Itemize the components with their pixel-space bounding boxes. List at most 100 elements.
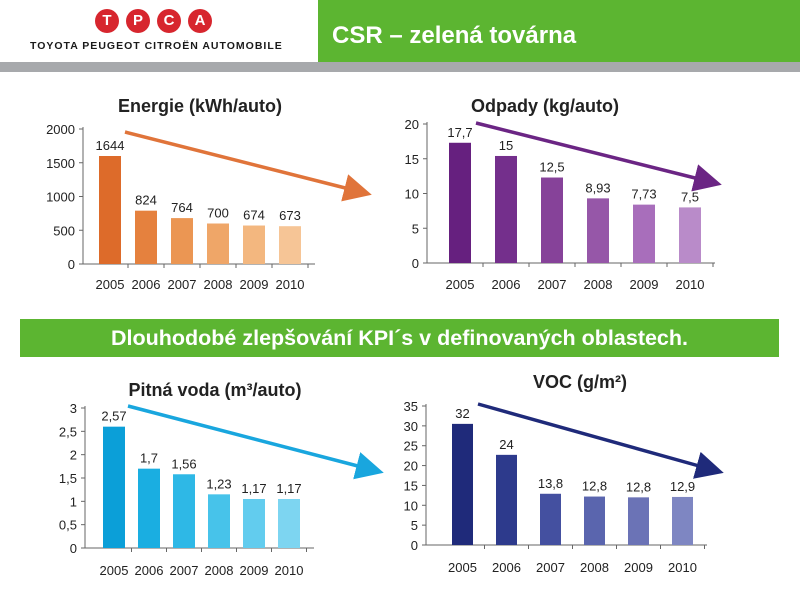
bar [540,493,561,545]
x-tick-label: 2005 [448,560,477,575]
bar [679,207,701,263]
x-tick-label: 2008 [205,563,234,578]
y-tick-label: 500 [53,223,75,238]
y-tick-label: 35 [404,399,418,414]
page-title: CSR – zelená továrna [318,0,800,62]
data-label: 1,23 [206,476,231,491]
y-tick-label: 3 [70,401,77,416]
logo-letter-c: C [157,9,181,33]
bar [173,474,195,548]
y-tick-label: 1500 [46,156,75,171]
y-tick-label: 2,5 [59,424,77,439]
bar [243,499,265,548]
x-tick-label: 2006 [492,277,521,292]
y-tick-label: 0 [68,257,75,272]
data-label: 1644 [96,138,125,153]
x-tick-label: 2005 [446,277,475,292]
x-tick-label: 2009 [630,277,659,292]
bar [138,468,160,548]
y-tick-label: 25 [404,439,418,454]
chart-title: Pitná voda (m³/auto) [128,380,301,400]
bar [135,210,157,264]
x-tick-label: 2009 [240,277,269,292]
chart-title: VOC (g/m²) [533,372,627,392]
y-tick-label: 0 [70,541,77,556]
data-label: 12,9 [670,479,695,494]
data-label: 1,17 [276,481,301,496]
logo-letter-a: A [188,9,212,33]
bar [541,177,563,263]
y-tick-label: 20 [405,117,419,132]
pitna-voda-chart: Pitná voda (m³/auto) 0 0,5 1 1,5 2 2,5 3 2,57 200… [59,380,384,578]
chart-title: Energie (kWh/auto) [118,96,282,116]
y-tick-label: 30 [404,419,418,434]
bar [278,499,300,548]
y-tick-label: 20 [404,459,418,474]
y-tick-label: 15 [405,152,419,167]
chart-title: Odpady (kg/auto) [471,96,619,116]
trend-arrow [127,404,384,480]
data-label: 13,8 [538,476,563,491]
data-label: 673 [279,208,301,223]
bar [208,494,230,548]
y-tick-label: 0 [411,538,418,553]
x-tick-label: 2007 [168,277,197,292]
bar [452,423,473,545]
header: T P C A TOYOTA PEUGEOT CITROËN AUTOMOBIL… [0,0,800,62]
y-tick-label: 2 [70,448,77,463]
x-tick-label: 2008 [204,277,233,292]
bar [584,496,605,545]
data-label: 764 [171,200,193,215]
x-tick-label: 2005 [100,563,129,578]
y-tick-label: 15 [404,478,418,493]
x-tick-label: 2005 [96,277,125,292]
bar [496,454,517,545]
trend-arrow [475,121,722,192]
x-tick-label: 2006 [492,560,521,575]
bar [279,226,301,264]
logo-tagline: TOYOTA PEUGEOT CITROËN AUTOMOBILE [30,40,283,52]
bar [633,204,655,263]
y-tick-label: 10 [405,187,419,202]
bar [449,142,471,263]
data-label: 8,93 [585,180,610,195]
x-tick-label: 2010 [276,277,305,292]
x-tick-label: 2007 [170,563,199,578]
data-label: 12,5 [539,160,564,175]
x-tick-label: 2010 [275,563,304,578]
bar [99,156,121,264]
trend-arrow [124,130,372,202]
logo-letter-t: T [95,9,119,33]
data-label: 2,57 [101,409,126,424]
bar [495,155,517,263]
y-tick-label: 5 [411,518,418,533]
data-label: 24 [499,437,513,452]
y-tick-label: 10 [404,498,418,513]
bar [171,218,193,264]
bar [243,225,265,264]
x-tick-label: 2009 [624,560,653,575]
y-tick-label: 1000 [46,190,75,205]
y-tick-label: 1,5 [59,471,77,486]
x-tick-label: 2007 [538,277,567,292]
y-tick-label: 0,5 [59,518,77,533]
kpi-banner: Dlouhodobé zlepšování KPI´s v definovaný… [20,319,779,357]
data-label: 700 [207,206,229,221]
odpady-chart: Odpady (kg/auto) 0 5 10 15 20 17,7 2005 15 2006 12… [405,96,722,292]
x-tick-label: 2007 [536,560,565,575]
data-label: 824 [135,193,157,208]
bar [672,496,693,545]
data-label: 17,7 [447,125,472,140]
data-label: 674 [243,208,265,223]
data-label: 12,8 [582,479,607,494]
logo-letter-p: P [126,9,150,33]
x-tick-label: 2010 [668,560,697,575]
x-tick-label: 2008 [584,277,613,292]
logo-letters: T P C A [95,9,219,33]
data-label: 1,56 [171,456,196,471]
x-tick-label: 2008 [580,560,609,575]
data-label: 7,73 [631,187,656,202]
bar [207,223,229,264]
y-tick-label: 2000 [46,122,75,137]
bar [587,198,609,263]
